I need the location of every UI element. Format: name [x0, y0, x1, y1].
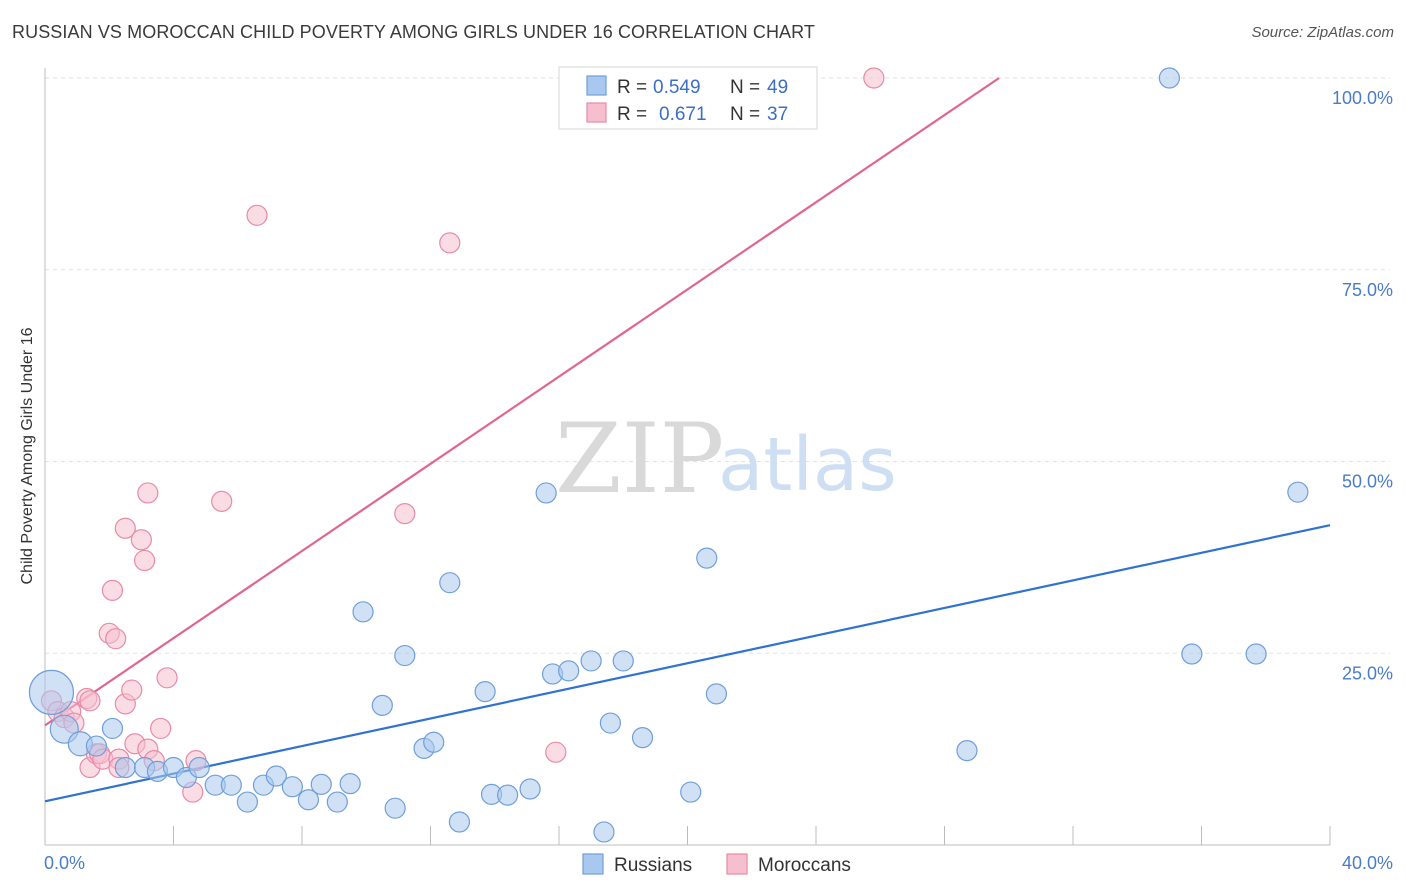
point-russians: [696, 547, 718, 569]
point-moroccans: [121, 679, 143, 701]
legend: Russians Moroccans: [582, 853, 851, 876]
stats-n-value: 49: [767, 77, 788, 98]
point-russians: [631, 727, 654, 749]
point-russians: [114, 756, 136, 779]
y-tick-label: 100.0%: [1332, 88, 1393, 108]
legend-label-moroccans[interactable]: Moroccans: [758, 855, 851, 876]
point-russians: [326, 791, 348, 813]
point-russians: [519, 778, 541, 800]
point-russians: [101, 717, 124, 740]
point-russians: [956, 740, 978, 762]
x-tick-label: 40.0%: [1342, 853, 1393, 873]
watermark-atlas: atlas: [718, 422, 897, 508]
point-russians: [394, 644, 416, 667]
stats-r-value: 0.671: [659, 104, 707, 125]
point-russians: [680, 781, 702, 803]
point-moroccans: [137, 482, 159, 504]
stats-swatch-moroccans: [586, 102, 607, 123]
grid-lines: [45, 77, 1390, 654]
point-russians: [535, 482, 557, 504]
trend-line-moroccans: [44, 77, 1000, 727]
point-moroccans: [545, 741, 567, 763]
source-label: Source: ZipAtlas.com: [1251, 24, 1394, 41]
chart-title: RUSSIAN VS MOROCCAN CHILD POVERTY AMONG …: [12, 22, 816, 42]
point-moroccans: [79, 690, 101, 712]
point-russians: [497, 784, 519, 806]
stats-r-value: 0.549: [653, 77, 701, 98]
point-moroccans: [150, 717, 172, 740]
point-moroccans: [130, 529, 152, 551]
point-russians: [423, 731, 445, 753]
point-russians: [310, 773, 332, 796]
point-russians: [439, 572, 461, 594]
point-russians: [1287, 481, 1309, 503]
x-tick-label: 0.0%: [44, 853, 85, 873]
point-russians: [371, 694, 393, 717]
point-russians: [599, 712, 622, 734]
y-tick-labels: 25.0% 50.0% 75.0% 100.0%: [1332, 88, 1393, 683]
watermark-zip: ZIP: [555, 403, 724, 515]
point-russians: [593, 821, 615, 843]
point-moroccans: [101, 579, 124, 601]
point-russians: [265, 765, 287, 787]
trend-lines: [44, 77, 1331, 803]
point-russians: [188, 756, 210, 779]
point-russians: [339, 773, 361, 795]
point-russians: [384, 797, 406, 819]
data-points: [28, 67, 1309, 843]
point-russians: [705, 683, 728, 705]
point-russians: [1245, 643, 1267, 665]
point-russians: [1158, 67, 1180, 89]
stats-r-label: R =: [617, 104, 647, 125]
legend-swatch-moroccans[interactable]: [726, 853, 748, 875]
point-moroccans: [211, 490, 233, 512]
point-moroccans: [133, 549, 156, 572]
point-moroccans: [863, 67, 885, 89]
point-russians: [236, 791, 258, 813]
stats-box: R = 0.549 N = 49 R = 0.671 N = 37: [558, 66, 818, 130]
trend-line-russians: [44, 524, 1331, 803]
point-moroccans: [394, 503, 416, 525]
legend-label-russians[interactable]: Russians: [614, 855, 692, 876]
point-russians: [612, 650, 634, 672]
point-moroccans: [246, 204, 268, 226]
stats-r-label: R =: [617, 77, 647, 98]
point-moroccans: [439, 232, 461, 254]
point-moroccans: [156, 667, 178, 689]
stats-n-label: N =: [730, 104, 760, 125]
axes: [44, 68, 1331, 846]
stats-n-label: N =: [730, 77, 760, 98]
point-moroccans: [105, 628, 127, 650]
point-russians: [281, 776, 303, 798]
point-russians: [220, 774, 242, 796]
point-russians: [297, 789, 320, 811]
point-russians: [1181, 643, 1203, 665]
stats-n-value: 37: [767, 104, 788, 125]
point-moroccans: [114, 517, 136, 539]
point-russians: [28, 669, 75, 715]
y-tick-label: 25.0%: [1342, 663, 1393, 683]
x-tick-labels: 0.0% 40.0%: [44, 853, 1393, 873]
y-tick-label: 50.0%: [1342, 472, 1393, 492]
point-russians: [558, 660, 580, 682]
watermark: ZIP atlas: [555, 403, 897, 515]
point-russians: [448, 811, 471, 833]
y-tick-label: 75.0%: [1342, 280, 1393, 300]
point-russians: [474, 680, 496, 703]
point-russians: [352, 601, 374, 623]
point-russians: [580, 650, 602, 672]
stats-swatch-russians: [586, 75, 607, 96]
point-russians: [85, 735, 108, 757]
legend-swatch-russians[interactable]: [582, 853, 604, 875]
